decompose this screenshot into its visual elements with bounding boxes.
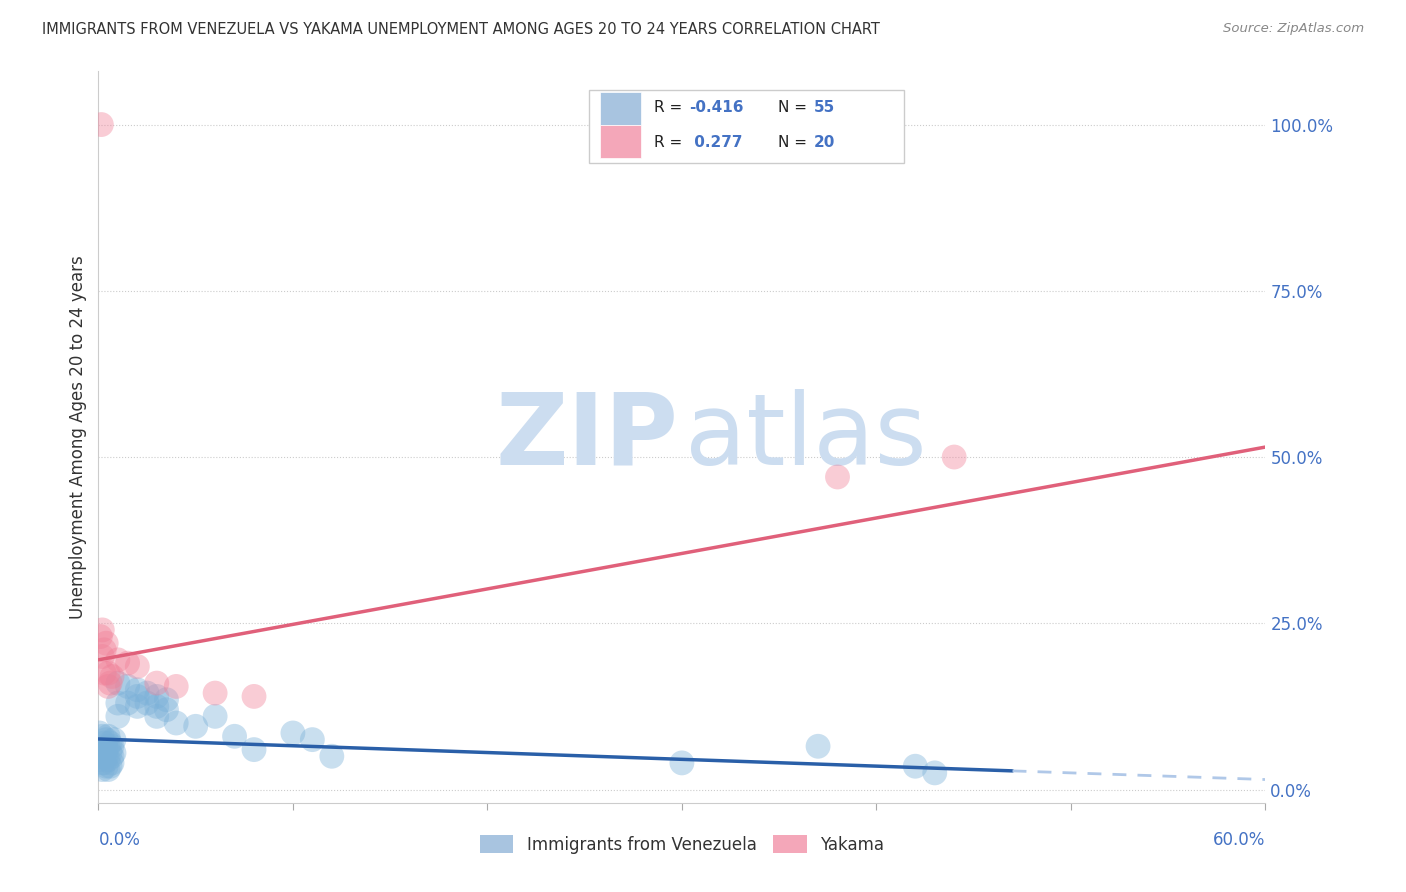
Point bbox=[91, 746, 114, 760]
Point bbox=[127, 682, 149, 697]
Point bbox=[117, 680, 139, 694]
Point bbox=[136, 696, 159, 710]
Point bbox=[101, 756, 124, 770]
Point bbox=[101, 739, 124, 754]
Point bbox=[117, 656, 139, 670]
Point bbox=[91, 649, 114, 664]
Text: atlas: atlas bbox=[685, 389, 927, 485]
Point bbox=[98, 676, 121, 690]
Point bbox=[89, 742, 111, 756]
Point bbox=[97, 763, 120, 777]
Point bbox=[90, 118, 112, 132]
Point bbox=[827, 470, 849, 484]
Point bbox=[155, 692, 177, 706]
Point bbox=[91, 756, 114, 770]
Point bbox=[93, 666, 115, 681]
Bar bbox=[600, 92, 641, 125]
Point bbox=[127, 699, 149, 714]
Text: 0.0%: 0.0% bbox=[98, 830, 141, 848]
Point bbox=[97, 729, 120, 743]
Point bbox=[107, 653, 129, 667]
Point bbox=[107, 696, 129, 710]
Point bbox=[107, 709, 129, 723]
Point bbox=[301, 732, 323, 747]
Point bbox=[93, 749, 115, 764]
Point bbox=[243, 742, 266, 756]
Text: N =: N = bbox=[778, 101, 811, 115]
Point bbox=[97, 680, 120, 694]
Point bbox=[146, 676, 169, 690]
Text: 20: 20 bbox=[814, 135, 835, 150]
Point bbox=[103, 732, 125, 747]
Point bbox=[103, 746, 125, 760]
Point bbox=[96, 749, 118, 764]
Point bbox=[89, 726, 111, 740]
Point bbox=[98, 736, 121, 750]
Point bbox=[204, 686, 226, 700]
Bar bbox=[600, 126, 641, 159]
Text: ZIP: ZIP bbox=[495, 389, 679, 485]
Point bbox=[93, 756, 115, 770]
Point bbox=[91, 729, 114, 743]
Text: R =: R = bbox=[654, 135, 688, 150]
Point bbox=[155, 703, 177, 717]
Point bbox=[943, 450, 966, 464]
Point bbox=[96, 636, 118, 650]
Point bbox=[97, 666, 120, 681]
Point bbox=[93, 643, 115, 657]
Text: 0.277: 0.277 bbox=[689, 135, 742, 150]
Point bbox=[127, 659, 149, 673]
Point bbox=[98, 759, 121, 773]
Point bbox=[89, 749, 111, 764]
FancyBboxPatch shape bbox=[589, 90, 904, 163]
Point bbox=[127, 690, 149, 704]
Point bbox=[93, 736, 115, 750]
Text: N =: N = bbox=[778, 135, 811, 150]
Point bbox=[101, 669, 124, 683]
Point bbox=[146, 709, 169, 723]
Text: -0.416: -0.416 bbox=[689, 101, 744, 115]
Point bbox=[165, 680, 187, 694]
Point bbox=[204, 709, 226, 723]
Point bbox=[96, 759, 118, 773]
Point bbox=[904, 759, 927, 773]
Point bbox=[89, 630, 111, 644]
Point bbox=[807, 739, 830, 754]
Point bbox=[91, 623, 114, 637]
Text: 55: 55 bbox=[814, 101, 835, 115]
Legend: Immigrants from Venezuela, Yakama: Immigrants from Venezuela, Yakama bbox=[474, 829, 890, 860]
Point bbox=[146, 690, 169, 704]
Point bbox=[96, 732, 118, 747]
Text: R =: R = bbox=[654, 101, 688, 115]
Text: Source: ZipAtlas.com: Source: ZipAtlas.com bbox=[1223, 22, 1364, 36]
Point bbox=[117, 696, 139, 710]
Point bbox=[96, 742, 118, 756]
Point bbox=[184, 719, 207, 733]
Point bbox=[671, 756, 693, 770]
Text: 60.0%: 60.0% bbox=[1213, 830, 1265, 848]
Point bbox=[97, 753, 120, 767]
Point bbox=[321, 749, 343, 764]
Point bbox=[243, 690, 266, 704]
Point bbox=[89, 753, 111, 767]
Point bbox=[165, 716, 187, 731]
Point bbox=[136, 686, 159, 700]
Point bbox=[224, 729, 246, 743]
Point bbox=[924, 765, 946, 780]
Point bbox=[91, 763, 114, 777]
Point bbox=[93, 742, 115, 756]
Y-axis label: Unemployment Among Ages 20 to 24 years: Unemployment Among Ages 20 to 24 years bbox=[69, 255, 87, 619]
Point bbox=[107, 676, 129, 690]
Point bbox=[146, 699, 169, 714]
Point bbox=[101, 749, 124, 764]
Point bbox=[281, 726, 304, 740]
Text: IMMIGRANTS FROM VENEZUELA VS YAKAMA UNEMPLOYMENT AMONG AGES 20 TO 24 YEARS CORRE: IMMIGRANTS FROM VENEZUELA VS YAKAMA UNEM… bbox=[42, 22, 880, 37]
Point bbox=[98, 746, 121, 760]
Point bbox=[97, 739, 120, 754]
